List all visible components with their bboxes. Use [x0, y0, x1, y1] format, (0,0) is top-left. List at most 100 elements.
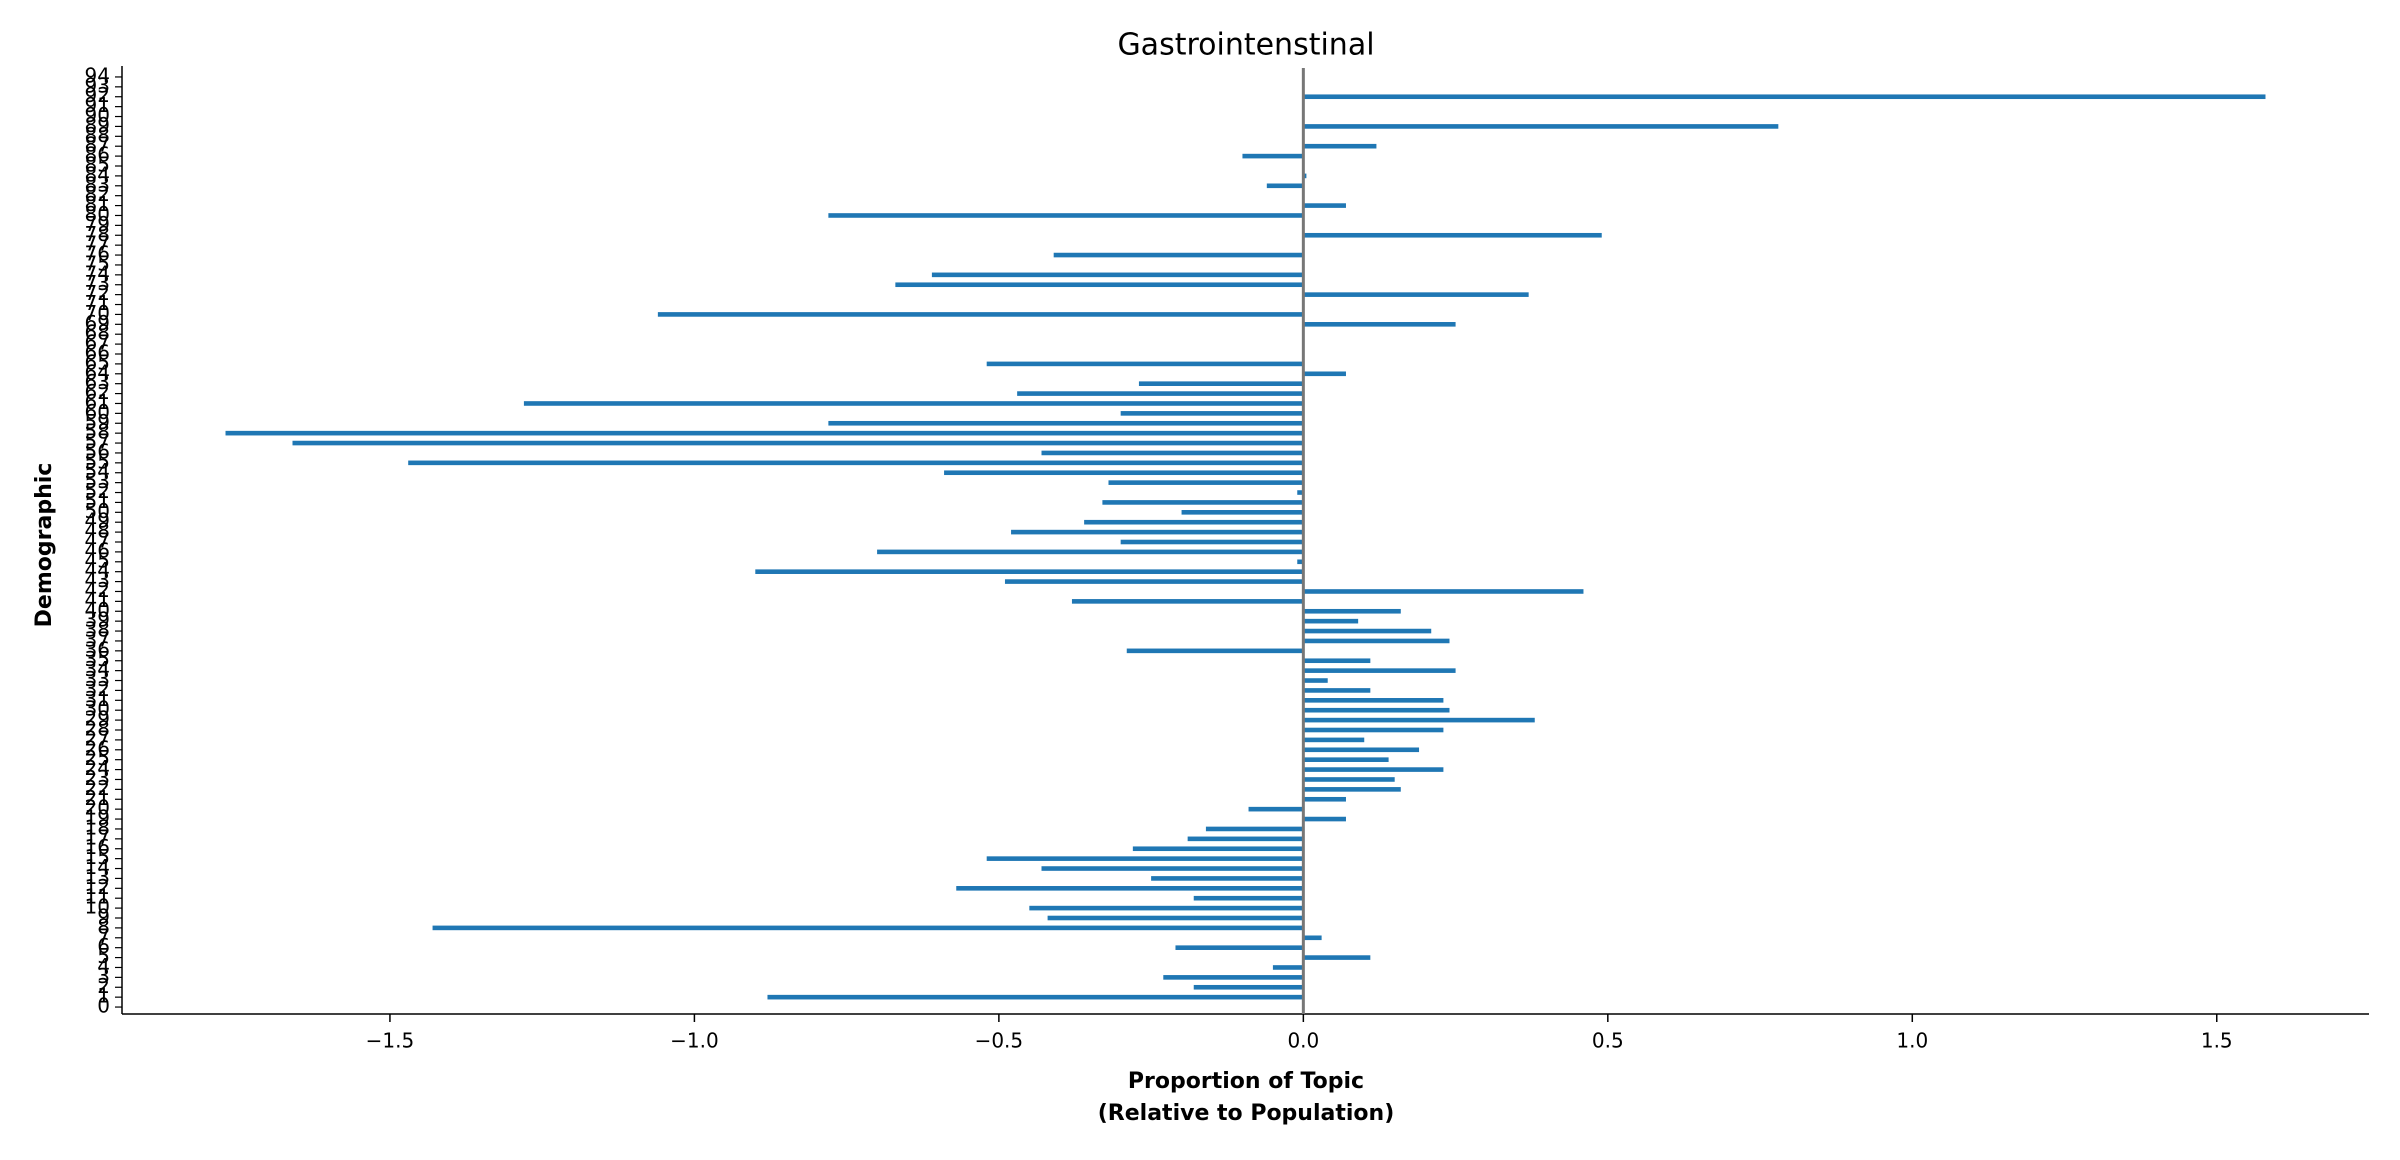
- x-tick-label: −0.5: [975, 1029, 1024, 1053]
- y-tick-label: 14: [85, 855, 110, 879]
- bar: [1303, 203, 1346, 208]
- bar: [1303, 628, 1432, 634]
- y-tick-label: 13: [85, 865, 110, 889]
- y-tick-label: 72: [85, 281, 110, 305]
- y-tick-label: 58: [85, 420, 110, 444]
- y-tick-label: 3: [97, 964, 110, 988]
- y-tick-label: 21: [85, 786, 110, 810]
- y-tick-label: 78: [85, 222, 110, 246]
- x-tick-label: 0.0: [1287, 1029, 1319, 1053]
- y-tick-label: 26: [85, 736, 110, 760]
- y-tick-label: 11: [85, 885, 110, 909]
- y-tick-label: 42: [85, 578, 110, 602]
- y-tick-label: 4: [97, 954, 110, 978]
- bar: [657, 312, 1304, 317]
- y-tick-label: 82: [85, 182, 110, 206]
- y-tick-label: 87: [85, 133, 110, 157]
- y-tick-label: 48: [85, 519, 110, 543]
- bar: [1303, 787, 1401, 792]
- y-tick-label: 62: [85, 380, 110, 404]
- y-tick-label: 52: [85, 479, 110, 503]
- y-tick-label: 91: [85, 93, 110, 117]
- y-tick-label: 49: [85, 509, 110, 533]
- y-tick-label: 65: [85, 350, 110, 374]
- y-tick-label: 33: [85, 667, 110, 691]
- bar: [1120, 411, 1304, 416]
- y-tick-label: 71: [85, 291, 110, 315]
- y-tick-label: 18: [85, 815, 110, 839]
- y-tick-label: 38: [85, 618, 110, 642]
- bar: [1303, 322, 1456, 327]
- bar: [1017, 391, 1304, 396]
- bar: [1071, 599, 1304, 604]
- y-tick-label: 70: [85, 301, 110, 325]
- y-tick-label: 76: [85, 242, 110, 266]
- y-tick-label: 34: [85, 657, 110, 681]
- bar: [1303, 688, 1371, 693]
- y-tick-label: 29: [85, 707, 110, 731]
- bar: [1004, 579, 1304, 584]
- y-tick-label: 2: [97, 974, 110, 998]
- y-tick-label: 28: [85, 717, 110, 741]
- x-axis-label: Proportion of Topic: [1128, 1069, 1364, 1094]
- y-tick-label: 75: [85, 251, 110, 275]
- bar: [1151, 876, 1304, 881]
- bar: [755, 569, 1304, 574]
- y-tick-label: 94: [85, 63, 110, 87]
- y-tick-label: 83: [85, 172, 110, 196]
- bar: [1041, 866, 1304, 871]
- x-axis-label: (Relative to Population): [1098, 1101, 1395, 1126]
- bar: [1303, 777, 1395, 782]
- y-tick-label: 1: [97, 984, 110, 1008]
- y-tick-label: 88: [85, 123, 110, 147]
- y-tick-label: 50: [85, 499, 110, 523]
- bar: [1303, 707, 1450, 713]
- bar: [1303, 767, 1444, 772]
- bar: [986, 361, 1304, 367]
- bar: [1248, 806, 1304, 812]
- bar: [1102, 500, 1304, 505]
- bar: [1303, 608, 1401, 614]
- bar: [1303, 955, 1371, 960]
- bar: [767, 994, 1304, 1000]
- y-tick-label: 47: [85, 529, 110, 553]
- bar: [1084, 519, 1304, 525]
- x-tick-label: 1.0: [1896, 1029, 1928, 1053]
- bar: [1303, 124, 1779, 129]
- y-tick-label: 86: [85, 143, 110, 167]
- y-tick-label: 20: [85, 796, 110, 820]
- y-tick-label: 89: [85, 113, 110, 137]
- y-tick-label: 46: [85, 538, 110, 562]
- x-tick-label: −1.0: [670, 1029, 719, 1053]
- y-tick-label: 54: [85, 459, 110, 483]
- bar: [1193, 895, 1304, 901]
- bar: [1303, 618, 1359, 624]
- bar: [1303, 816, 1346, 822]
- bar: [986, 856, 1304, 861]
- y-tick-label: 7: [97, 924, 110, 948]
- y-tick-label: 59: [85, 410, 110, 434]
- bar: [1163, 975, 1304, 980]
- bar: [1108, 480, 1304, 485]
- bar: [225, 430, 1304, 436]
- bar: [1029, 905, 1304, 911]
- bar: [828, 420, 1304, 426]
- chart-title: Gastrointenstinal: [1117, 28, 1374, 63]
- bar: [1303, 589, 1584, 594]
- y-tick-label: 73: [85, 271, 110, 295]
- y-tick-label: 27: [85, 726, 110, 750]
- y-tick-label: 9: [97, 905, 110, 929]
- bar: [956, 886, 1304, 891]
- bar: [1272, 965, 1304, 970]
- bar: [1193, 984, 1304, 990]
- y-tick-label: 40: [85, 598, 110, 622]
- bar: [1138, 381, 1304, 386]
- y-tick-label: 41: [85, 588, 110, 612]
- y-tick-label: 81: [85, 192, 110, 216]
- y-tick-label: 43: [85, 568, 110, 592]
- x-tick-label: −1.5: [366, 1029, 415, 1053]
- y-tick-label: 90: [85, 103, 110, 127]
- y-axis-label: Demographic: [32, 463, 57, 628]
- y-tick-label: 64: [85, 360, 110, 384]
